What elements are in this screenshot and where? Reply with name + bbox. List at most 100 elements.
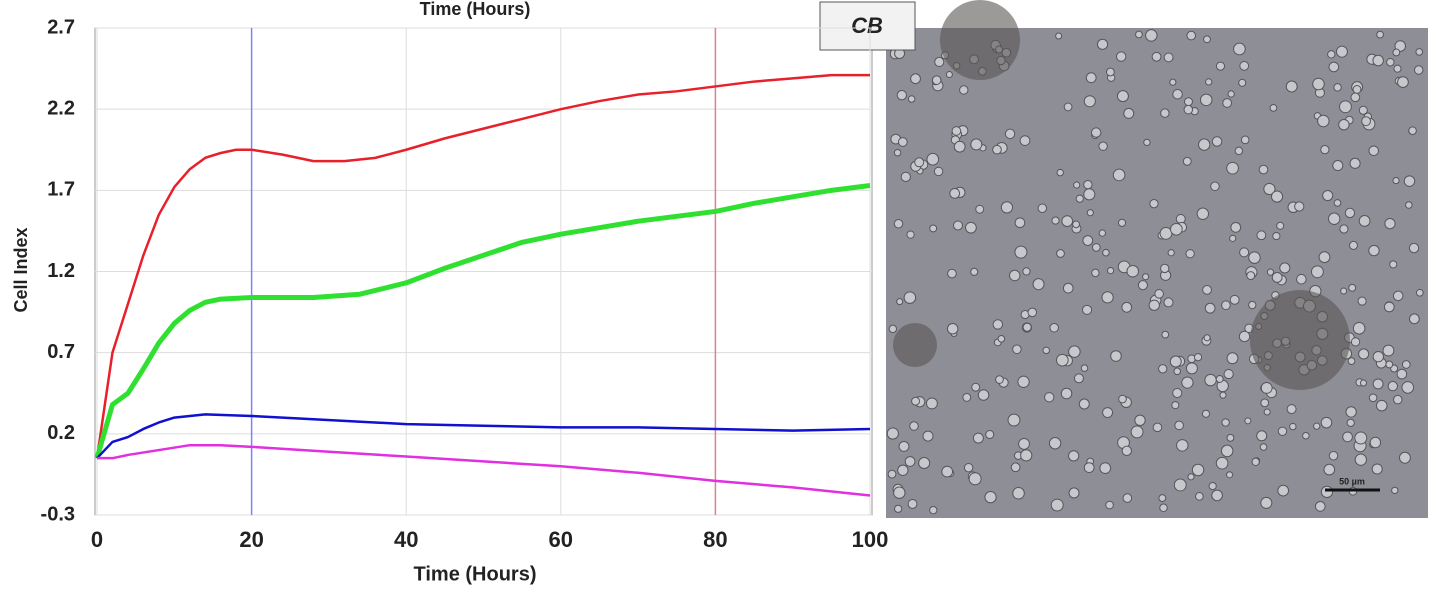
cell <box>1294 201 1305 212</box>
cell <box>1044 392 1055 403</box>
cell <box>893 219 904 229</box>
cell <box>1105 500 1114 510</box>
cell <box>1323 463 1336 476</box>
image-label-box <box>819 1 916 51</box>
cell <box>1158 364 1168 374</box>
cell <box>1198 138 1211 151</box>
cell <box>907 95 916 103</box>
cell <box>1317 114 1330 128</box>
cell <box>1223 368 1234 380</box>
cell <box>1174 420 1184 431</box>
cell <box>1037 203 1048 213</box>
cell <box>1210 181 1220 192</box>
cell <box>1078 398 1090 410</box>
cell <box>1014 245 1028 259</box>
cell <box>1222 98 1233 108</box>
cell <box>1263 182 1276 196</box>
y-tick-label: 2.2 <box>47 97 75 119</box>
y-tick-label: 1.2 <box>47 260 75 282</box>
cell <box>1121 445 1132 457</box>
cell <box>929 224 938 233</box>
cell <box>1186 30 1197 41</box>
cell <box>1312 77 1325 91</box>
cell <box>925 397 938 410</box>
cell <box>1099 462 1112 475</box>
cell <box>1239 61 1250 71</box>
cell <box>911 396 921 406</box>
cell <box>1348 283 1357 292</box>
cell <box>1056 168 1064 177</box>
cell <box>1403 175 1416 187</box>
cell <box>1154 289 1164 299</box>
cell <box>1000 201 1014 214</box>
cell <box>1199 93 1213 107</box>
cell <box>1302 431 1310 440</box>
cell <box>1259 443 1268 451</box>
cell <box>1354 431 1368 445</box>
cell <box>893 486 906 499</box>
cell <box>1068 487 1080 499</box>
cell <box>945 71 953 79</box>
cell <box>1083 188 1096 201</box>
cell <box>1172 88 1183 100</box>
cell <box>1327 50 1336 59</box>
cell <box>1096 38 1109 50</box>
cell <box>1327 212 1341 225</box>
cell <box>1060 387 1073 400</box>
cell <box>971 382 981 392</box>
cell <box>1266 268 1275 276</box>
cell <box>1260 381 1273 394</box>
cell <box>1204 302 1216 314</box>
cell <box>1080 364 1089 372</box>
cell <box>1105 67 1115 77</box>
cell <box>1215 456 1229 470</box>
cell <box>1397 76 1409 88</box>
cell <box>949 187 961 199</box>
cell <box>1211 489 1223 502</box>
cell <box>1239 247 1250 258</box>
cell <box>1012 344 1022 355</box>
cell <box>1394 40 1406 52</box>
cell <box>1086 209 1094 217</box>
cell <box>1163 52 1174 63</box>
cell <box>1098 141 1108 151</box>
cell <box>1358 348 1370 360</box>
cell <box>1335 45 1348 58</box>
cell <box>1371 463 1383 475</box>
cell <box>1007 413 1021 427</box>
cell <box>1396 368 1408 380</box>
cell <box>1345 406 1357 418</box>
cell <box>1385 360 1394 369</box>
cell <box>1055 32 1063 40</box>
cell <box>1386 57 1395 67</box>
cell <box>1248 300 1257 310</box>
cell <box>1083 95 1096 108</box>
cell <box>1238 330 1251 343</box>
cell <box>900 171 911 182</box>
cell <box>1215 61 1226 71</box>
cell <box>1083 462 1095 473</box>
cell <box>1260 398 1270 408</box>
cell <box>1256 430 1268 442</box>
cell <box>1401 360 1411 369</box>
cell <box>1050 498 1064 512</box>
cell <box>1061 215 1074 227</box>
cell <box>1357 296 1367 306</box>
cell <box>1063 102 1073 112</box>
cell <box>1405 201 1413 209</box>
y-tick-label: 0.7 <box>47 341 75 363</box>
cell <box>1160 108 1170 118</box>
cell <box>1112 168 1126 182</box>
cell <box>970 138 983 151</box>
cell <box>1085 72 1097 84</box>
cell <box>1130 425 1144 439</box>
cell <box>1149 199 1159 209</box>
cell <box>1256 230 1267 241</box>
cell <box>1227 90 1235 98</box>
cell <box>1201 409 1211 418</box>
cell <box>963 462 974 473</box>
cell <box>1401 381 1415 394</box>
cell <box>965 221 977 234</box>
cell <box>1032 278 1045 291</box>
cell <box>1022 322 1032 332</box>
